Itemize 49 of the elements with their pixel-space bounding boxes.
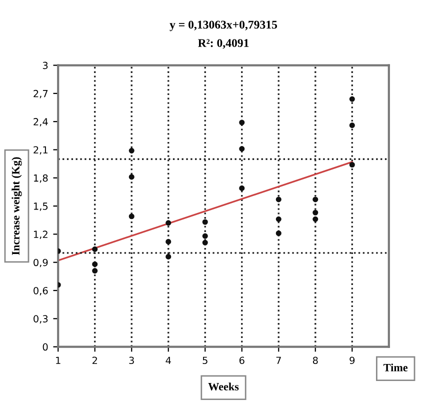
point <box>239 185 245 191</box>
point <box>92 246 98 252</box>
point <box>166 254 172 260</box>
x-axis-title: Weeks <box>208 382 239 390</box>
point <box>202 233 208 239</box>
x-tick-label: 5 <box>202 356 208 364</box>
chart-title: y = 0,13063x+0,79315 <box>170 20 278 32</box>
y-tick-label: 2,7 <box>34 90 48 98</box>
x-tick-label: 1 <box>56 356 60 364</box>
text: Time <box>384 364 408 372</box>
y-tick-label: 1,2 <box>34 230 48 240</box>
x-tick-label: 9 <box>350 356 355 364</box>
y-tick-label: 0,9 <box>34 258 48 268</box>
point <box>128 174 134 180</box>
point <box>166 220 172 226</box>
y-tick-label: 0 <box>42 343 48 351</box>
point <box>202 240 208 246</box>
point <box>239 146 245 152</box>
point <box>128 214 134 220</box>
point <box>92 261 98 267</box>
y-tick-label: 0,3 <box>34 315 48 324</box>
point <box>202 219 208 225</box>
point <box>349 162 355 168</box>
x-tick-label: 3 <box>129 356 134 364</box>
y-tick-label: 2,1 <box>34 146 48 155</box>
point <box>276 196 282 202</box>
x-tick-label: 6 <box>239 356 244 364</box>
point <box>276 216 282 222</box>
point <box>312 196 318 202</box>
x-tick-label: 4 <box>166 356 171 364</box>
point <box>128 148 134 154</box>
point <box>239 120 245 126</box>
point <box>312 210 318 216</box>
chart-subtitle: R²: 0,4091 <box>198 39 249 49</box>
point <box>349 96 355 102</box>
y-tick-label: 0,6 <box>34 286 48 296</box>
y-tick-label: 2,4 <box>34 118 48 126</box>
point <box>312 216 318 222</box>
point <box>92 268 98 274</box>
y-tick-label: 3 <box>42 62 48 70</box>
point <box>349 122 355 128</box>
x-tick-label: 2 <box>92 356 97 364</box>
y-tick-label: 1,5 <box>34 202 48 211</box>
point <box>276 230 282 236</box>
point <box>166 238 172 244</box>
y-tick-label: 1,8 <box>34 174 48 183</box>
y-axis-title: Increase weight (Kg) <box>12 157 22 255</box>
x-tick-label: 7 <box>276 356 281 364</box>
x-tick-label: 8 <box>312 356 318 364</box>
